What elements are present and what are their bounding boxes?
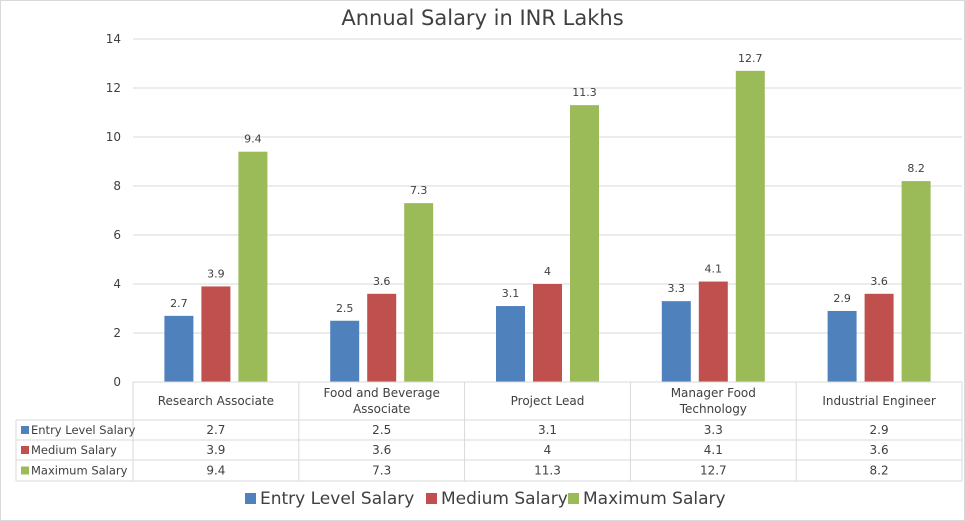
- bar: [698, 281, 728, 382]
- y-tick-label: 6: [113, 228, 121, 242]
- bar: [367, 293, 397, 382]
- y-tick-label: 2: [113, 326, 121, 340]
- bar: [404, 203, 434, 382]
- legend-swatch: [568, 493, 579, 504]
- data-label: 2.5: [336, 302, 354, 315]
- data-label: 3.6: [373, 275, 391, 288]
- legend-swatch: [426, 493, 437, 504]
- data-label: 4: [544, 265, 551, 278]
- category-label: Associate: [353, 402, 410, 416]
- table-row-header: Medium Salary: [31, 443, 117, 457]
- table-cell: 2.9: [870, 423, 889, 437]
- data-label: 3.1: [502, 287, 520, 300]
- table-cell: 9.4: [206, 464, 225, 478]
- data-label: 3.6: [870, 275, 888, 288]
- category-label: Project Lead: [511, 394, 585, 408]
- table-legend-key: [21, 426, 29, 434]
- y-tick-label: 4: [113, 277, 121, 291]
- y-tick-label: 12: [106, 81, 121, 95]
- data-label: 9.4: [244, 133, 262, 146]
- table-row-header: Entry Level Salary: [31, 423, 136, 437]
- legend-label: Entry Level Salary: [260, 489, 414, 509]
- bar: [496, 306, 525, 382]
- legend-swatch: [245, 493, 256, 504]
- bar: [661, 301, 691, 382]
- data-label: 2.7: [170, 297, 188, 310]
- category-label: Manager Food: [671, 386, 756, 400]
- table-row-header: Maximum Salary: [31, 464, 128, 478]
- bar: [238, 151, 268, 382]
- table-cell: 3.6: [870, 443, 889, 457]
- data-label: 11.3: [572, 86, 597, 99]
- data-label: 4.1: [705, 263, 723, 276]
- table-cell: 4: [544, 443, 552, 457]
- data-label: 7.3: [410, 184, 428, 197]
- bar: [201, 286, 231, 382]
- legend-label: Maximum Salary: [583, 489, 726, 509]
- table-cell: 4.1: [704, 443, 723, 457]
- y-tick-label: 0: [113, 375, 121, 389]
- y-tick-label: 8: [113, 179, 121, 193]
- category-label: Food and Beverage: [324, 386, 440, 400]
- bar: [735, 70, 765, 382]
- data-label: 2.9: [833, 292, 851, 305]
- table-cell: 2.5: [372, 423, 391, 437]
- bar: [533, 284, 562, 382]
- table-cell: 2.7: [206, 423, 225, 437]
- table-cell: 3.6: [372, 443, 391, 457]
- table-cell: 11.3: [534, 464, 561, 478]
- bar: [570, 105, 599, 383]
- table-cell: 3.3: [704, 423, 723, 437]
- table-legend-key: [21, 466, 29, 475]
- category-label: Research Associate: [158, 394, 274, 408]
- bar: [330, 320, 360, 382]
- data-label: 12.7: [738, 52, 763, 65]
- y-tick-label: 14: [106, 32, 121, 46]
- data-label: 3.3: [668, 282, 686, 295]
- category-label: Technology: [679, 402, 747, 416]
- chart-title: Annual Salary in INR Lakhs: [341, 6, 624, 30]
- table-cell: 3.9: [206, 443, 225, 457]
- bar: [827, 310, 857, 382]
- bar: [901, 181, 931, 382]
- table-legend-key: [21, 446, 29, 454]
- data-label: 3.9: [207, 267, 225, 280]
- data-label: 8.2: [907, 162, 925, 175]
- table-cell: 12.7: [700, 464, 727, 478]
- legend-label: Medium Salary: [441, 489, 568, 509]
- y-tick-label: 10: [106, 130, 121, 144]
- table-cell: 3.1: [538, 423, 557, 437]
- category-label: Industrial Engineer: [822, 394, 936, 408]
- bar: [864, 293, 894, 382]
- table-cell: 8.2: [870, 464, 889, 478]
- bar: [164, 315, 194, 382]
- table-cell: 7.3: [372, 464, 391, 478]
